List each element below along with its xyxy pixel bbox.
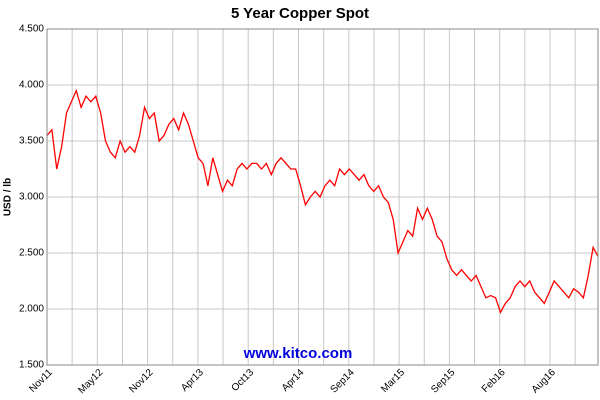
annotation: www.kitco.com [243, 345, 353, 362]
x-tick-label: Nov11 [27, 367, 55, 395]
price-line [46, 88, 599, 314]
x-tick-label: Nov12 [127, 367, 156, 396]
y-tick-label: 4.000 [19, 80, 44, 91]
y-tick-label: 2.000 [19, 304, 44, 315]
x-tick-label: Mar15 [379, 367, 407, 395]
y-tick-label: 4.500 [19, 24, 44, 35]
x-tick-label: Feb16 [480, 367, 508, 395]
x-tick-label: Oct13 [230, 367, 257, 394]
y-axis-label: USD / lb [3, 178, 14, 216]
x-tick-label: Sep15 [429, 367, 458, 396]
y-tick-label: 3.500 [19, 136, 44, 147]
x-tick-label: Apr14 [280, 367, 307, 394]
y-tick-label: 2.500 [19, 248, 44, 259]
plot-border [46, 28, 599, 366]
chart-title: 5 Year Copper Spot [231, 5, 369, 22]
line-layer [46, 88, 599, 314]
x-tick-label: Apr13 [179, 367, 206, 394]
x-tick-label: Sep14 [329, 367, 358, 396]
x-tick-label: May12 [76, 367, 105, 396]
y-tick-label: 3.000 [19, 192, 44, 203]
x-tick-label: Aug16 [530, 367, 559, 396]
y-tick-label: 1.500 [19, 360, 44, 371]
